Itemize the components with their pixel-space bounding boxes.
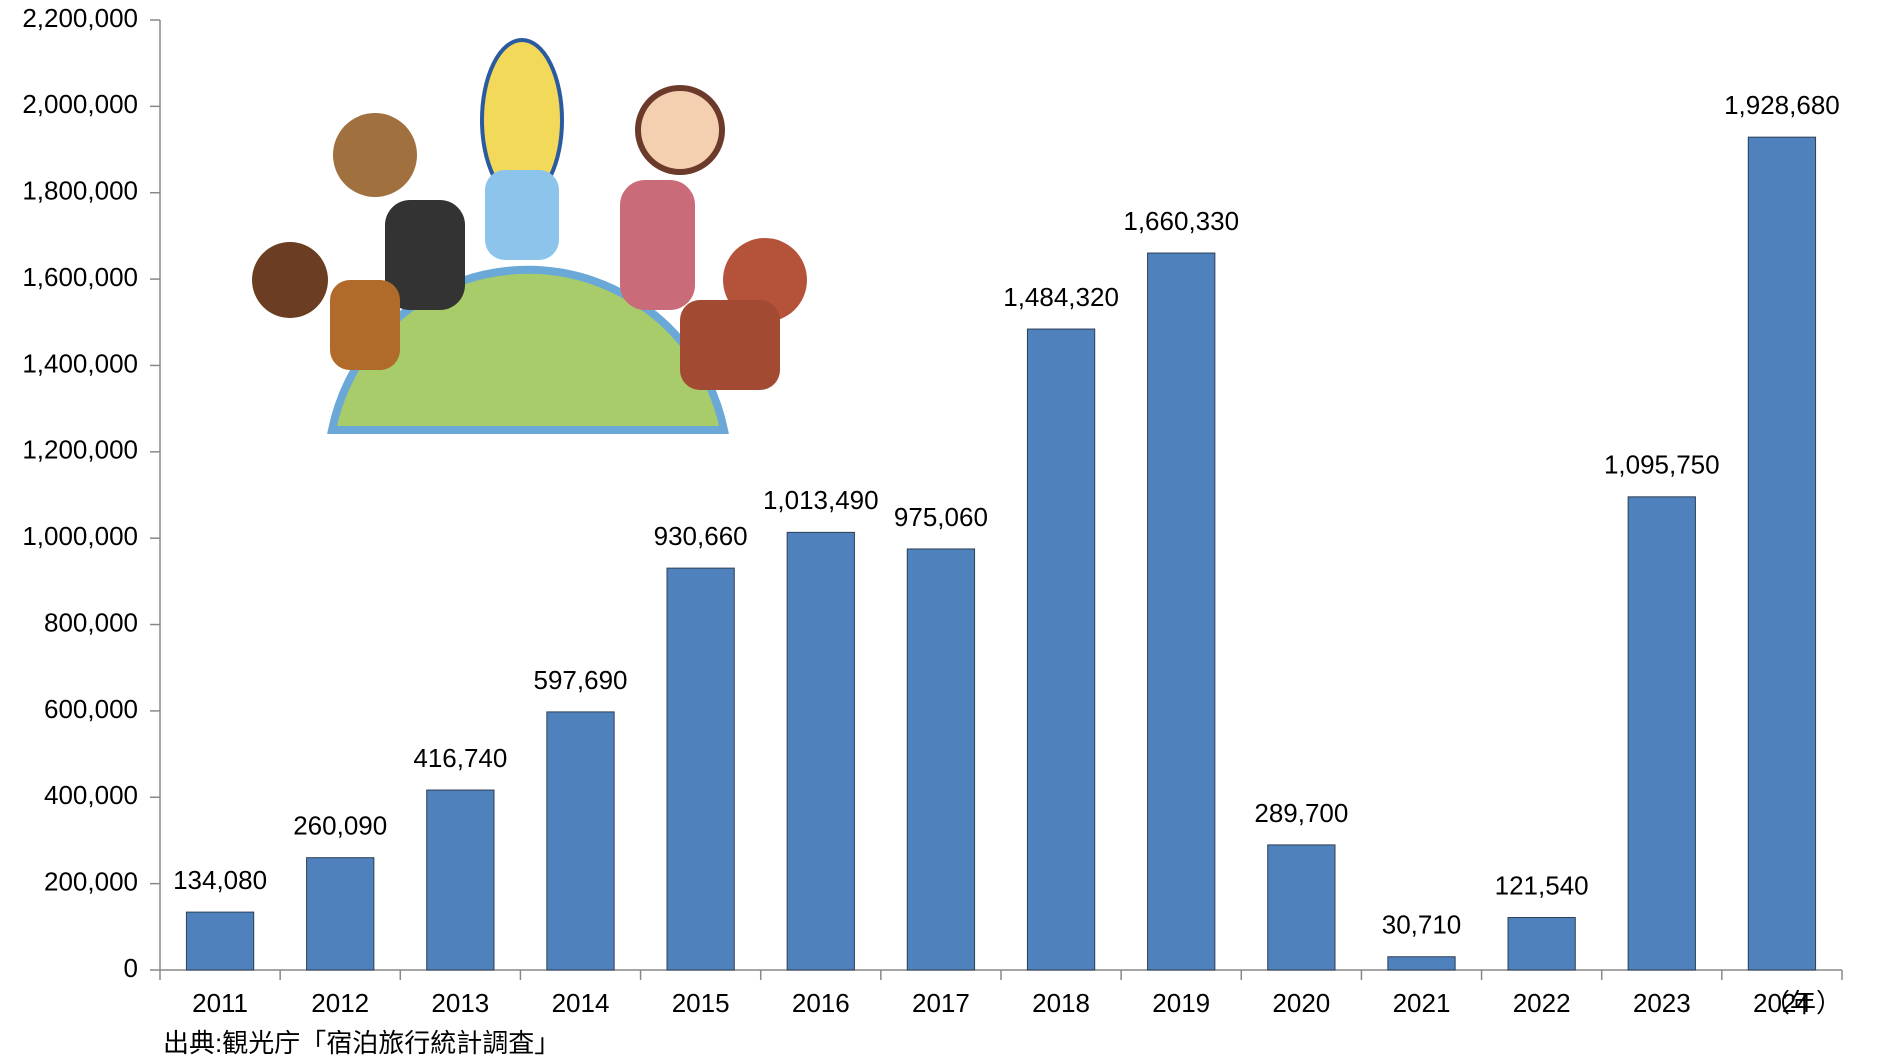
data-label: 1,095,750: [1604, 450, 1720, 480]
x-tick-label: 2016: [792, 988, 850, 1018]
x-tick-label: 2014: [552, 988, 610, 1018]
bar: [546, 711, 615, 971]
y-tick-label: 2,200,000: [22, 3, 138, 33]
bar: [1147, 252, 1216, 971]
x-tick-label: 2023: [1633, 988, 1691, 1018]
x-tick-label: 2021: [1393, 988, 1451, 1018]
bar: [666, 567, 735, 971]
bar: [786, 531, 855, 971]
data-label: 416,740: [413, 743, 507, 773]
y-tick-label: 1,000,000: [22, 521, 138, 551]
x-tick-label: 2022: [1513, 988, 1571, 1018]
bar: [306, 857, 375, 971]
data-label: 1,013,490: [763, 485, 879, 515]
illustration: [252, 38, 807, 434]
data-label: 30,710: [1382, 910, 1462, 940]
x-tick-label: 2017: [912, 988, 970, 1018]
data-label: 975,060: [894, 502, 988, 532]
bar: [185, 911, 255, 971]
bar: [1026, 328, 1096, 971]
y-tick-label: 1,400,000: [22, 348, 138, 378]
data-label: 289,700: [1254, 798, 1348, 828]
y-tick-label: 1,600,000: [22, 262, 138, 292]
bar: [906, 548, 976, 971]
source-note: 出典:観光庁「宿泊旅行統計調査」: [163, 1028, 560, 1058]
data-label: 1,660,330: [1123, 206, 1239, 236]
y-tick-label: 1,800,000: [22, 176, 138, 206]
y-tick-label: 2,000,000: [22, 89, 138, 119]
bar: [426, 789, 495, 971]
data-label: 260,090: [293, 811, 387, 841]
y-tick-label: 200,000: [44, 867, 138, 897]
y-tick-label: 1,200,000: [22, 435, 138, 465]
bar: [1387, 956, 1456, 971]
y-tick-label: 0: [124, 953, 138, 983]
bar: [1267, 844, 1336, 971]
data-label: 134,080: [173, 865, 267, 895]
data-label: 1,928,680: [1724, 90, 1840, 120]
x-tick-label: 2019: [1152, 988, 1210, 1018]
x-tick-label: 2015: [672, 988, 730, 1018]
y-tick-label: 800,000: [44, 607, 138, 637]
bar: [1627, 496, 1696, 971]
y-tick-label: 400,000: [44, 780, 138, 810]
y-tick-label: 600,000: [44, 694, 138, 724]
bar: [1747, 136, 1817, 971]
data-label: 930,660: [654, 521, 748, 551]
x-tick-label: 2012: [311, 988, 369, 1018]
x-tick-label: 2011: [192, 988, 248, 1018]
x-tick-label: 2024: [1753, 988, 1811, 1018]
x-tick-label: 2013: [431, 988, 489, 1018]
x-axis-label: （年）: [1764, 988, 1842, 1018]
bar: [1507, 917, 1576, 971]
x-tick-label: 2018: [1032, 988, 1090, 1018]
data-label: 1,484,320: [1003, 282, 1119, 312]
data-label: 597,690: [534, 665, 628, 695]
x-tick-label: 2020: [1272, 988, 1330, 1018]
data-label: 121,540: [1495, 870, 1589, 900]
